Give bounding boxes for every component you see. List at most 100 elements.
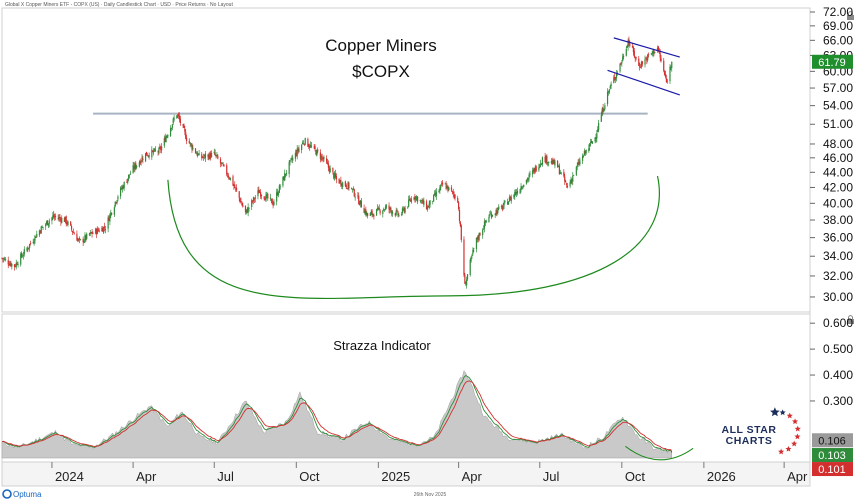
- star-ring-icon: [770, 407, 801, 455]
- candle-body: [494, 214, 496, 215]
- allstar-line2: CHARTS: [726, 435, 773, 447]
- lock-icon[interactable]: [847, 11, 854, 20]
- candle-body: [40, 226, 42, 234]
- candle-body: [179, 118, 181, 124]
- candle-body: [77, 239, 79, 242]
- candle-body: [163, 138, 165, 146]
- lock-icon[interactable]: [847, 315, 854, 324]
- candle-body: [346, 188, 348, 190]
- candle-body: [108, 217, 110, 222]
- candle-body: [113, 207, 115, 215]
- candle-body: [10, 262, 12, 267]
- star-icon: [778, 448, 785, 455]
- candle-body: [540, 163, 543, 165]
- candle-body: [560, 172, 562, 174]
- candle-body: [123, 182, 125, 188]
- price-tick-label: 54.00: [823, 99, 853, 113]
- candle-body: [83, 240, 85, 243]
- candle-body: [500, 205, 503, 207]
- candle-body: [507, 201, 509, 205]
- candle-body: [329, 168, 331, 173]
- candle-body: [116, 200, 118, 204]
- candle-body: [529, 173, 531, 175]
- candle-body: [344, 181, 346, 186]
- price-tick-label: 38.00: [823, 213, 853, 227]
- candle-body: [376, 207, 379, 210]
- candle-body: [7, 260, 9, 265]
- candle-body: [132, 165, 134, 173]
- header-caption: Global X Copper Miners ETF - COPX (US) ·…: [5, 2, 233, 8]
- candle-body: [182, 124, 184, 126]
- candle-body: [278, 185, 280, 193]
- candle-body: [547, 162, 549, 164]
- candle-body: [334, 173, 336, 178]
- candle-body: [652, 50, 654, 54]
- candle-body: [544, 156, 546, 163]
- candle-body: [622, 56, 624, 61]
- candle-body: [545, 156, 547, 163]
- candle-body: [342, 182, 344, 188]
- candle-body: [154, 149, 156, 151]
- candle-body: [392, 212, 394, 214]
- candle-body: [533, 168, 536, 173]
- candle-body: [233, 184, 235, 186]
- candle-body: [519, 189, 521, 194]
- candle-body: [450, 187, 453, 191]
- candle-body: [383, 209, 386, 211]
- candle-body: [600, 115, 602, 122]
- price-tick-label: 36.00: [823, 231, 853, 245]
- candle-body: [438, 190, 440, 193]
- star-icon: [791, 440, 798, 447]
- candle-body: [460, 225, 462, 241]
- candle-body: [377, 207, 379, 210]
- time-tick-label: Apr: [136, 469, 157, 484]
- candle-body: [422, 200, 424, 204]
- candle-body: [590, 142, 592, 144]
- candle-body: [388, 205, 390, 210]
- candle-body: [363, 208, 365, 213]
- candle-body: [501, 205, 503, 210]
- candle-body: [458, 210, 461, 222]
- candle-body: [371, 210, 373, 215]
- indicator-red-last: 0.101: [818, 464, 846, 476]
- candle-body: [195, 153, 198, 155]
- candle-body: [491, 214, 493, 218]
- candle-body: [220, 162, 222, 164]
- candle-body: [265, 194, 267, 202]
- candle-body: [588, 148, 590, 152]
- candle-body: [595, 137, 597, 139]
- candle-body: [498, 206, 500, 210]
- candle-body: [496, 210, 498, 214]
- candle-body: [472, 250, 474, 254]
- candle-body: [8, 264, 10, 266]
- candle-body: [158, 147, 160, 154]
- candle-body: [117, 196, 119, 200]
- candle-body: [591, 141, 593, 144]
- candle-body: [21, 256, 24, 258]
- candle-body: [144, 153, 147, 162]
- candle-body: [420, 200, 422, 202]
- candle-body: [129, 173, 132, 175]
- candle-body: [266, 194, 268, 196]
- candle-body: [502, 206, 504, 209]
- candle-body: [508, 197, 511, 201]
- candle-body: [76, 233, 78, 241]
- candle-body: [488, 217, 490, 222]
- candle-body: [650, 53, 652, 55]
- time-tick-label: Oct: [299, 469, 320, 484]
- candle-body: [15, 262, 17, 267]
- candle-body: [416, 197, 418, 198]
- price-tick-label: 42.00: [823, 180, 853, 194]
- candle-body: [57, 218, 59, 219]
- candle-body: [515, 192, 518, 195]
- candle-body: [176, 115, 178, 119]
- candle-body: [189, 142, 191, 145]
- candle-body: [302, 143, 305, 145]
- candle-body: [635, 57, 637, 59]
- candle-body: [72, 231, 74, 233]
- candle-body: [29, 244, 31, 248]
- candle-body: [559, 173, 561, 174]
- candle-body: [357, 195, 359, 197]
- candle-body: [152, 150, 154, 152]
- candle-body: [453, 194, 455, 196]
